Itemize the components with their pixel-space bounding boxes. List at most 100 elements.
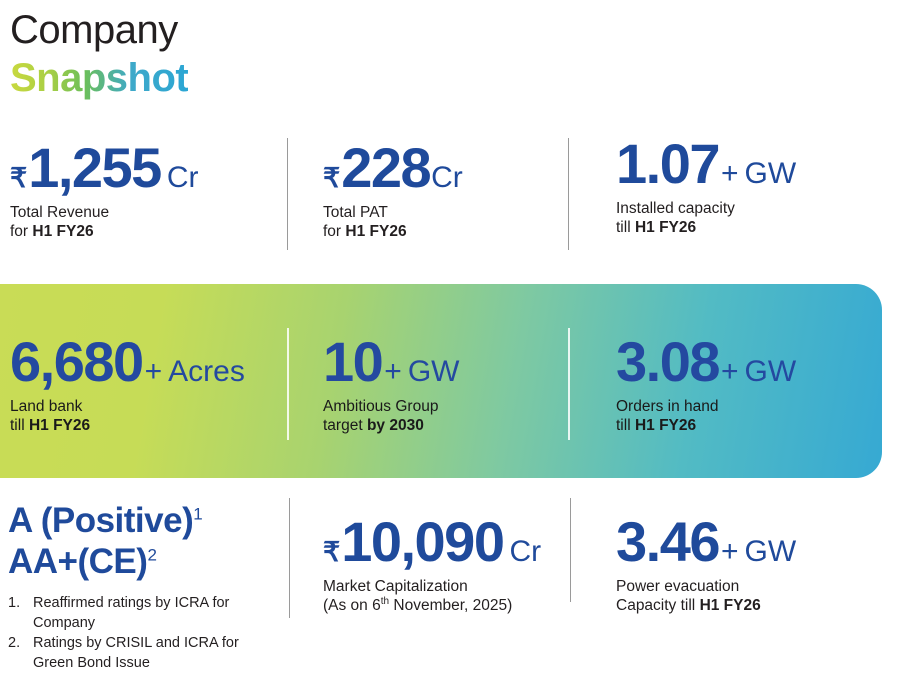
stat-group-target: 10 + GW Ambitious Group target by 2030 (297, 284, 594, 478)
page-title: Company Snapshot (10, 6, 189, 102)
stat-number: 3.08 (616, 330, 721, 393)
stat-total-pat: ₹ 228 Cr Total PAT for H1 FY26 (297, 128, 594, 253)
stat-label-date-pre: (As on 6 (323, 597, 381, 614)
stat-label: Orders in hand till H1 FY26 (616, 397, 900, 435)
footnote-text: Ratings by CRISIL and ICRA for Green Bon… (33, 635, 239, 671)
stat-unit: GW (744, 157, 797, 190)
stat-label-prefix: till (10, 417, 29, 434)
stat-label-line1: Land bank (10, 398, 83, 415)
stat-value: 6,680 + Acres (10, 334, 297, 390)
stat-label: Land bank till H1 FY26 (10, 397, 297, 435)
stats-row-2: 6,680 + Acres Land bank till H1 FY26 10 … (0, 284, 900, 478)
stat-label-period: H1 FY26 (634, 219, 697, 236)
stat-number: 6,680 (10, 330, 144, 393)
stat-unit: Cr (166, 161, 199, 194)
stat-label: Installed capacity till H1 FY26 (616, 199, 900, 237)
stat-label-line1: Power evacuation (616, 578, 740, 595)
stat-label-date-post: November, 2025) (389, 597, 513, 614)
stat-plus: + (721, 355, 739, 388)
rating-1-text: A (Positive) (8, 501, 194, 540)
title-line-snapshot: Snapshot (10, 56, 189, 100)
stat-label-period: by 2030 (366, 417, 424, 434)
rupee-icon: ₹ (323, 537, 341, 567)
stat-label: Power evacuation Capacity till H1 FY26 (616, 577, 900, 615)
stat-plus: + (384, 355, 402, 388)
stat-plus: + (721, 535, 739, 568)
stat-unit: GW (407, 355, 460, 388)
title-line-company: Company (10, 8, 178, 52)
stat-label-date-sup: th (380, 595, 390, 607)
stats-row-1: ₹ 1,255 Cr Total Revenue for H1 FY26 ₹ 2… (0, 128, 900, 253)
stat-number: 10 (323, 330, 384, 393)
stat-unit: Cr (431, 161, 463, 194)
stat-value: ₹ 1,255 Cr (10, 140, 297, 196)
cell-divider (570, 498, 571, 602)
stat-label-prefix: for (10, 223, 33, 240)
stat-value: ₹ 228 Cr (323, 140, 594, 196)
footnote-text: Reaffirmed ratings by ICRA for Company (33, 595, 230, 631)
stat-label-prefix: for (323, 223, 346, 240)
stat-value: 3.46 + GW (616, 514, 900, 570)
stat-value: 1.07 + GW (616, 136, 900, 192)
cell-divider (568, 138, 569, 250)
stat-label-period: H1 FY26 (634, 417, 697, 434)
stat-number: 1,255 (28, 136, 162, 199)
rating-2-text: AA+(CE) (8, 542, 148, 581)
stat-value: 10 + GW (323, 334, 594, 390)
stat-label-line1: Total Revenue (10, 204, 110, 221)
footnote-item: 2. Ratings by CRISIL and ICRA for Green … (8, 634, 297, 673)
rupee-icon: ₹ (323, 163, 341, 193)
cell-divider (287, 138, 288, 250)
stat-unit: Acres (168, 355, 245, 388)
footnote-number: 1. (8, 595, 21, 611)
stat-land-bank: 6,680 + Acres Land bank till H1 FY26 (0, 284, 297, 478)
stat-label: Market Capitalization (As on 6th Novembe… (323, 577, 594, 615)
stats-row-3: A (Positive)1 AA+(CE)2 1. Reaffirmed rat… (0, 498, 900, 682)
footnote-list: 1. Reaffirmed ratings by ICRA for Compan… (8, 594, 297, 673)
stat-value: ₹ 10,090 Cr (323, 514, 594, 570)
stat-unit: GW (744, 535, 797, 568)
stat-label: Ambitious Group target by 2030 (323, 397, 594, 435)
stat-label-line1: Total PAT (323, 204, 388, 221)
stat-label-line1: Orders in hand (616, 398, 719, 415)
stat-number: 228 (341, 136, 431, 199)
stat-label-line1: Market Capitalization (323, 578, 468, 595)
stat-unit: GW (744, 355, 797, 388)
rating-line-2: AA+(CE)2 (8, 541, 297, 582)
rating-line-1: A (Positive)1 (8, 500, 297, 541)
footnote-number: 2. (8, 635, 21, 651)
stat-orders-in-hand: 3.08 + GW Orders in hand till H1 FY26 (594, 284, 900, 478)
cell-divider (568, 328, 570, 440)
stat-value: 3.08 + GW (616, 334, 900, 390)
cell-divider (289, 498, 290, 618)
stat-number: 3.46 (616, 510, 721, 573)
stat-label-period: H1 FY26 (345, 223, 407, 240)
cell-divider (287, 328, 289, 440)
footnote-item: 1. Reaffirmed ratings by ICRA for Compan… (8, 594, 297, 633)
stat-total-revenue: ₹ 1,255 Cr Total Revenue for H1 FY26 (0, 128, 297, 253)
rating-1-footnote-ref: 1 (193, 504, 203, 524)
stat-power-evacuation: 3.46 + GW Power evacuation Capacity till… (594, 498, 900, 682)
stat-number: 10,090 (341, 510, 505, 573)
stat-market-capitalization: ₹ 10,090 Cr Market Capitalization (As on… (297, 498, 594, 682)
gradient-band (0, 284, 882, 478)
stat-plus: + (721, 157, 739, 190)
stat-label: Total Revenue for H1 FY26 (10, 203, 297, 241)
stat-label: Total PAT for H1 FY26 (323, 203, 594, 241)
stat-label-period: H1 FY26 (28, 417, 91, 434)
rupee-icon: ₹ (10, 163, 28, 193)
stat-plus: + (144, 355, 163, 388)
stat-label-period: H1 FY26 (32, 223, 94, 240)
stat-unit: Cr (509, 535, 542, 568)
stat-label-line1: Ambitious Group (323, 398, 439, 415)
stat-label-period: H1 FY26 (699, 597, 761, 614)
rating-2-footnote-ref: 2 (147, 545, 157, 565)
stat-label-prefix: till (616, 417, 635, 434)
stat-number: 1.07 (616, 132, 721, 195)
stat-label-prefix: target (323, 417, 367, 434)
stat-label-line1: Installed capacity (616, 200, 735, 217)
stat-label-prefix: till (616, 219, 635, 236)
stat-label-prefix: Capacity till (616, 597, 700, 614)
stat-credit-ratings: A (Positive)1 AA+(CE)2 1. Reaffirmed rat… (0, 498, 297, 682)
